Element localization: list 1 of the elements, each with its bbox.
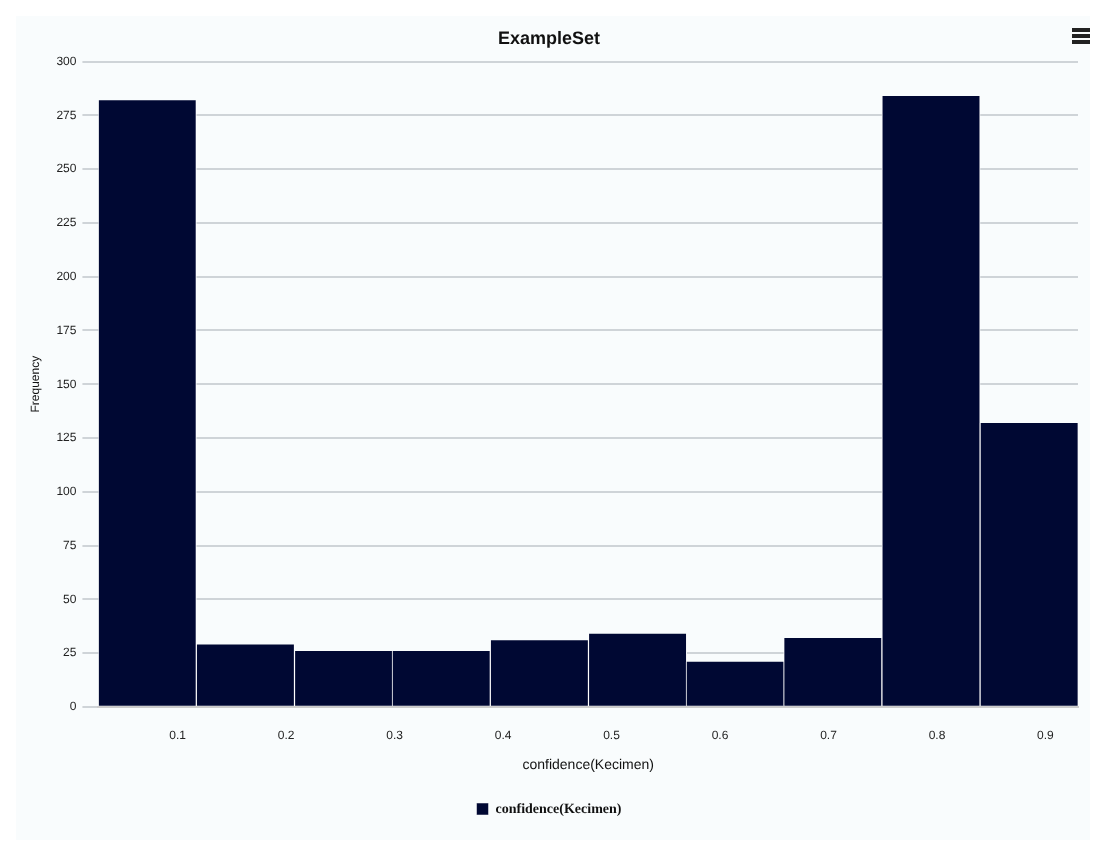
- chart-title: ExampleSet: [497, 27, 601, 48]
